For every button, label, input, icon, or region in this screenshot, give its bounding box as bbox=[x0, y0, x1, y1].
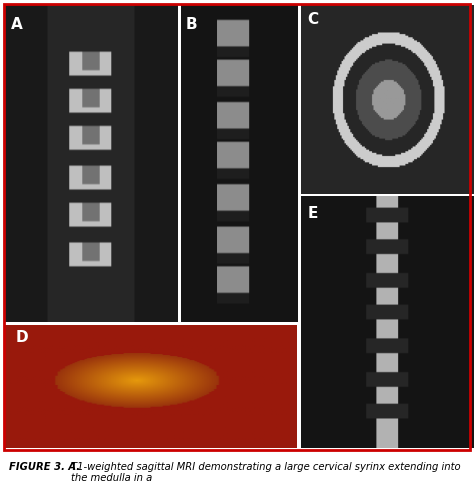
Text: D: D bbox=[16, 330, 28, 345]
Text: B: B bbox=[185, 17, 197, 32]
Text: E: E bbox=[308, 206, 318, 221]
Text: C: C bbox=[308, 12, 319, 27]
Text: A: A bbox=[11, 17, 22, 32]
Text: T1-weighted sagittal MRI demonstrating a large cervical syrinx extending into th: T1-weighted sagittal MRI demonstrating a… bbox=[71, 461, 461, 483]
Text: FIGURE 3. A.: FIGURE 3. A. bbox=[9, 461, 81, 472]
